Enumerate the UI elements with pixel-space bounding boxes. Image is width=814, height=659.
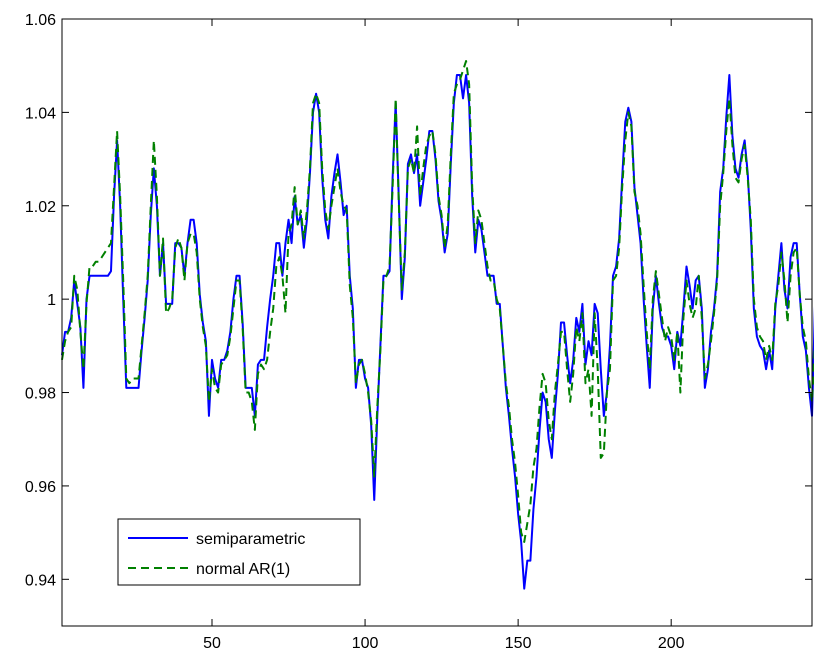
y-tick-label: 1.04 bbox=[25, 105, 56, 122]
y-tick-label: 0.98 bbox=[25, 386, 56, 403]
series-line-normal-ar-1 bbox=[61, 60, 814, 543]
legend-label-semiparametric: semiparametric bbox=[196, 531, 305, 548]
axes-group: 50 100 150 200 0.94 0.96 0.98 1 1.02 1.04 1.06 bbox=[25, 12, 813, 652]
axes-frame bbox=[61, 18, 813, 627]
series-group bbox=[61, 60, 814, 590]
legend: semiparametric normal AR(1) bbox=[117, 518, 361, 586]
y-tick-label: 1 bbox=[47, 292, 56, 309]
y-tick-label: 1.02 bbox=[25, 199, 56, 216]
x-tick-label: 200 bbox=[658, 635, 685, 652]
x-tick-label: 50 bbox=[203, 635, 221, 652]
y-tick-label: 1.06 bbox=[25, 12, 56, 29]
y-tick-label: 0.96 bbox=[25, 479, 56, 496]
legend-box bbox=[117, 518, 361, 586]
y-tick-label: 0.94 bbox=[25, 572, 56, 589]
legend-label-normal-ar1: normal AR(1) bbox=[196, 561, 290, 578]
x-tick-label: 150 bbox=[505, 635, 532, 652]
x-tick-label: 100 bbox=[352, 635, 379, 652]
